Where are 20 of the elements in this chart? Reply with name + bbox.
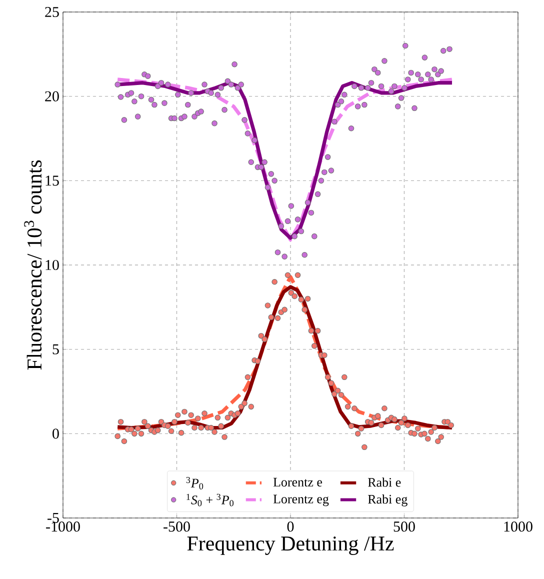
y-tick-label: 0 xyxy=(52,428,59,439)
y-tick-label: 5 xyxy=(52,344,59,354)
y-tick-label: -5 xyxy=(48,513,59,523)
y-tick-label: 25 xyxy=(45,6,59,18)
x-tick-label: 1000 xyxy=(504,522,532,532)
x-tick-label: 500 xyxy=(394,522,415,532)
legend-label: Lorentz eg xyxy=(273,494,329,506)
y-tick-label: 15 xyxy=(46,176,59,186)
x-axis-title: Frequency Detuning /Hz xyxy=(187,536,394,555)
legend-label: Lorentz e xyxy=(273,478,322,487)
y-axis-title: Fluorescence/ 10$^{3}$ counts xyxy=(24,160,42,370)
y-tick-label: 20 xyxy=(45,91,59,102)
x-tick-label: 0 xyxy=(287,522,294,532)
legend-label: Rabi eg xyxy=(368,494,408,506)
legend-label: $^{3}$P$_{0}$ xyxy=(186,476,204,490)
legend-label: Rabi e xyxy=(368,478,401,487)
x-tick-label: -1000 xyxy=(46,522,80,532)
x-tick-label: -500 xyxy=(164,522,190,532)
y-tick-label: 10 xyxy=(46,260,59,270)
legend-label: $^{1}$S$_{0}$ + $^{3}$P$_{0}$ xyxy=(186,494,234,506)
